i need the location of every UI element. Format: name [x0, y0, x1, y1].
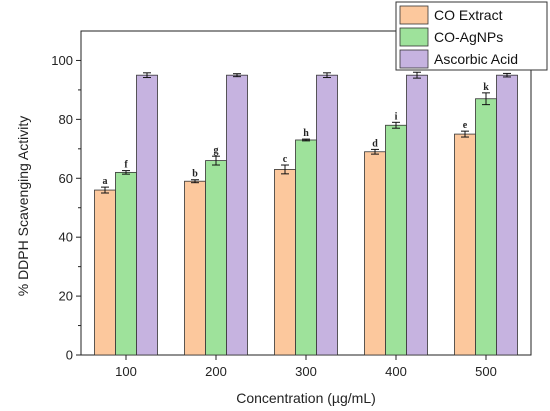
legend-swatch — [399, 5, 429, 25]
x-tick-label: 300 — [295, 364, 317, 379]
significance-label: b — [192, 169, 198, 180]
bar-ascorbic-acid — [316, 74, 338, 356]
bar-co-agnps — [295, 139, 317, 356]
x-axis-title: Concentration (µg/mL) — [236, 390, 376, 406]
bar-co-agnps — [115, 171, 137, 356]
x-tick-label: 400 — [385, 364, 407, 379]
significance-label: a — [103, 176, 108, 187]
bar-co-agnps — [475, 98, 497, 356]
bar-ascorbic-acid — [226, 74, 248, 356]
y-tick-label: 60 — [59, 171, 73, 186]
significance-label: i — [395, 111, 398, 122]
x-tick-label: 200 — [205, 364, 227, 379]
bar-ascorbic-acid — [406, 74, 428, 356]
bar-co-agnps — [385, 124, 407, 356]
bar-co-extract — [184, 180, 206, 356]
y-tick-label: 80 — [59, 112, 73, 127]
bars-group: a f b g c h d i e k — [94, 71, 518, 356]
x-tick-label: 500 — [475, 364, 497, 379]
significance-label: e — [463, 120, 468, 131]
bar-ascorbic-acid — [496, 74, 518, 356]
x-axis: 100 200 300 400 500 — [115, 355, 497, 379]
y-tick-label: 0 — [66, 348, 73, 363]
legend-swatch — [399, 27, 429, 47]
bar-ascorbic-acid — [136, 74, 158, 356]
y-tick-label: 40 — [59, 230, 73, 245]
y-axis-title: % DDPH Scavenging Activity — [15, 116, 31, 297]
y-tick-label: 100 — [51, 53, 73, 68]
bar-co-extract — [94, 189, 116, 356]
significance-label: g — [214, 145, 219, 156]
y-axis: 0 20 40 60 80 100 — [51, 53, 81, 363]
significance-label: d — [372, 138, 378, 149]
significance-label: f — [124, 160, 128, 171]
bar-co-agnps — [205, 160, 227, 356]
legend-label: Ascorbic Acid — [434, 51, 518, 67]
legend-label: CO Extract — [434, 7, 503, 23]
significance-label: k — [483, 82, 489, 93]
legend-swatch — [399, 49, 429, 69]
legend: CO Extract CO-AgNPs Ascorbic Acid — [395, 1, 548, 71]
significance-label: h — [303, 128, 309, 139]
bar-co-extract — [274, 169, 296, 356]
legend-label: CO-AgNPs — [434, 29, 503, 45]
bar-co-extract — [364, 151, 386, 356]
significance-label: c — [283, 154, 288, 165]
y-tick-label: 20 — [59, 289, 73, 304]
x-tick-label: 100 — [115, 364, 137, 379]
bar-co-extract — [454, 133, 476, 356]
